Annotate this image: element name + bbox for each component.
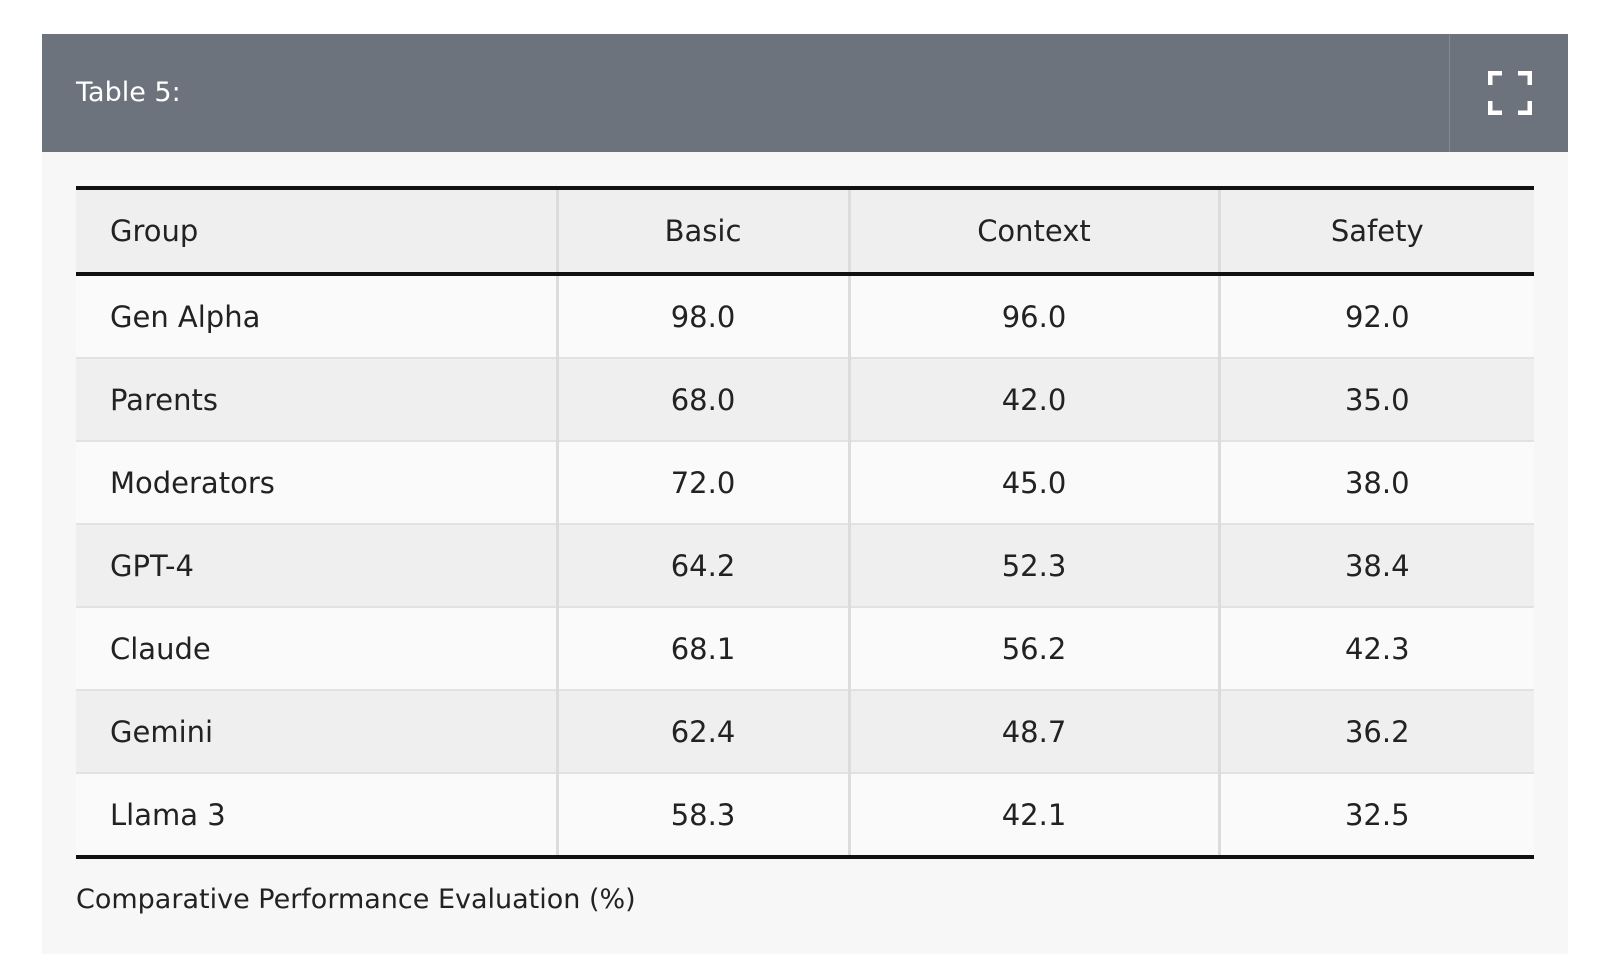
cell: 32.5 bbox=[1217, 773, 1534, 857]
cell: 68.0 bbox=[555, 358, 849, 441]
cell: 38.4 bbox=[1217, 524, 1534, 607]
cell: 58.3 bbox=[555, 773, 849, 857]
cell: 48.7 bbox=[847, 690, 1219, 773]
table-caption: Comparative Performance Evaluation (%) bbox=[76, 884, 636, 915]
cell: 56.2 bbox=[847, 607, 1219, 690]
table-row: Gemini 62.4 48.7 36.2 bbox=[76, 690, 1534, 773]
table-title: Table 5: bbox=[76, 77, 181, 108]
cell: 42.0 bbox=[847, 358, 1219, 441]
row-label: Claude bbox=[110, 631, 211, 666]
table-row: Parents 68.0 42.0 35.0 bbox=[76, 358, 1534, 441]
divider bbox=[1449, 34, 1450, 152]
table-row: Claude 68.1 56.2 42.3 bbox=[76, 607, 1534, 690]
cell: 72.0 bbox=[555, 441, 849, 524]
cell: 62.4 bbox=[555, 690, 849, 773]
row-label: Llama 3 bbox=[110, 797, 226, 832]
header-bar: Table 5: bbox=[42, 34, 1568, 152]
row-label: Parents bbox=[110, 382, 218, 417]
cell: 38.0 bbox=[1217, 441, 1534, 524]
cell: 96.0 bbox=[847, 274, 1219, 358]
cell: 36.2 bbox=[1217, 690, 1534, 773]
cell: 68.1 bbox=[555, 607, 849, 690]
table-panel: Table 5: Group Basic Context Safety Gen Alp… bbox=[42, 34, 1568, 954]
column-header: Group bbox=[110, 214, 199, 248]
row-label: Gen Alpha bbox=[110, 299, 261, 334]
row-label: Gemini bbox=[110, 714, 214, 749]
cell: 98.0 bbox=[555, 274, 849, 358]
row-label: Moderators bbox=[110, 465, 275, 500]
column-header: Safety bbox=[1217, 188, 1534, 274]
cell: 45.0 bbox=[847, 441, 1219, 524]
table-row: Llama 3 58.3 42.1 32.5 bbox=[76, 773, 1534, 857]
cell: 42.3 bbox=[1217, 607, 1534, 690]
column-header: Basic bbox=[555, 188, 849, 274]
column-header: Context bbox=[847, 188, 1219, 274]
cell: 64.2 bbox=[555, 524, 849, 607]
cell: 42.1 bbox=[847, 773, 1219, 857]
header-row: Group Basic Context Safety bbox=[76, 188, 1534, 274]
data-table: Group Basic Context Safety Gen Alpha 98.0 96.… bbox=[76, 186, 1534, 859]
table-row: GPT-4 64.2 52.3 38.4 bbox=[76, 524, 1534, 607]
cell: 92.0 bbox=[1217, 274, 1534, 358]
cell: 52.3 bbox=[847, 524, 1219, 607]
table-row: Gen Alpha 98.0 96.0 92.0 bbox=[76, 274, 1534, 358]
row-label: GPT-4 bbox=[110, 548, 194, 583]
table-row: Moderators 72.0 45.0 38.0 bbox=[76, 441, 1534, 524]
expand-button[interactable] bbox=[1488, 71, 1532, 115]
cell: 35.0 bbox=[1217, 358, 1534, 441]
